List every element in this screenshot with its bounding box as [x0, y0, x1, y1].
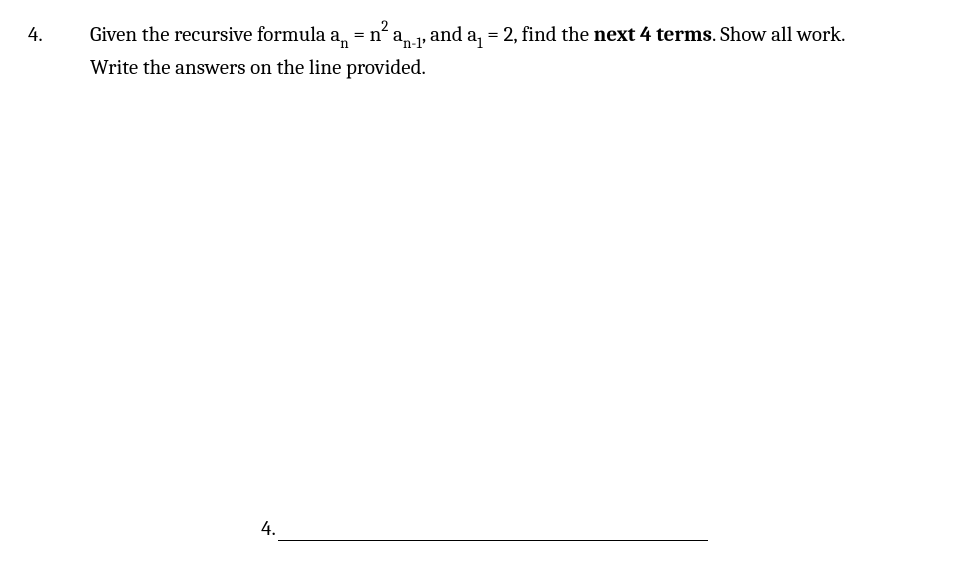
- q-text-bold: next 4 terms: [594, 23, 712, 47]
- question-body: Given the recursive formula an = n2 an-1…: [90, 18, 925, 84]
- question-number: 4.: [28, 18, 90, 50]
- answer-wrap: 4.: [261, 516, 708, 541]
- q-text-prefix: Given the recursive formula a: [90, 23, 340, 47]
- answer-number-label: 4.: [261, 517, 276, 541]
- q-text-eq: = n: [349, 23, 382, 47]
- q-text-space-a: a: [388, 23, 403, 47]
- question-line-2: Write the answers on the line provided.: [90, 53, 925, 83]
- answer-area: 4.: [0, 516, 969, 541]
- subscript-1: 1: [477, 34, 482, 52]
- subscript-n-minus-1: n-1: [403, 34, 422, 52]
- question-row: 4. Given the recursive formula an = n2 a…: [28, 18, 925, 84]
- worksheet-page: 4. Given the recursive formula an = n2 a…: [0, 0, 969, 569]
- answer-blank-line[interactable]: [278, 516, 708, 541]
- q-text-mid: , and a: [422, 23, 477, 47]
- superscript-2: 2: [381, 17, 388, 35]
- question-line-1: Given the recursive formula an = n2 an-1…: [90, 18, 925, 53]
- q-text-tail: . Show all work.: [712, 23, 846, 47]
- subscript-n: n: [340, 34, 348, 52]
- q-text-after-eq: = 2, find the: [483, 23, 594, 47]
